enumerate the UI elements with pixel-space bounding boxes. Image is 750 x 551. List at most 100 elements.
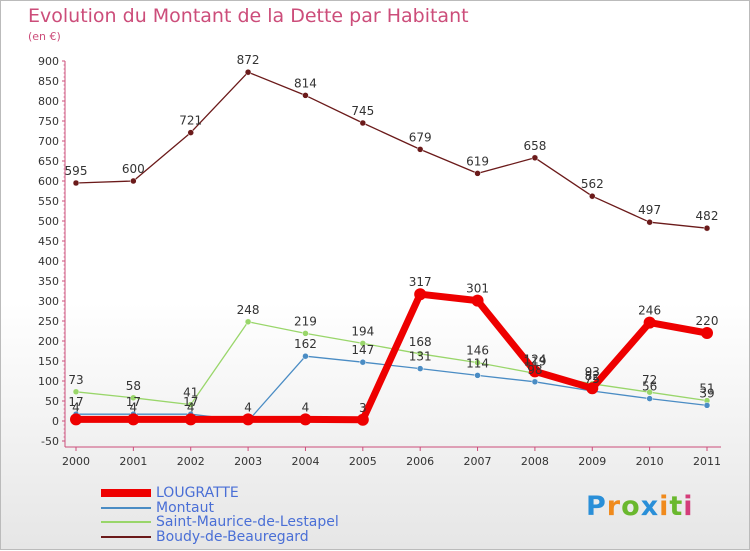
data-point <box>184 413 197 426</box>
data-point <box>130 177 137 185</box>
data-label: 124 <box>523 352 546 366</box>
data-label: 17 <box>68 395 83 409</box>
data-label: 58 <box>126 379 141 393</box>
data-label: 248 <box>237 303 260 317</box>
data-label: 219 <box>294 314 317 328</box>
data-label: 41 <box>183 386 198 400</box>
data-point <box>589 192 596 200</box>
data-point <box>474 372 481 379</box>
data-point <box>643 316 656 329</box>
data-label: 168 <box>409 335 432 349</box>
data-point <box>528 365 541 378</box>
data-point <box>72 179 80 187</box>
data-label: 119 <box>523 354 546 368</box>
series-line <box>75 71 708 229</box>
data-point <box>130 394 137 402</box>
x-tick-label: 2003 <box>234 455 262 468</box>
data-label: 600 <box>122 162 145 176</box>
y-tick-label: 600 <box>38 175 59 188</box>
data-point <box>471 294 484 307</box>
data-point <box>586 382 599 395</box>
legend-swatch <box>101 506 151 509</box>
x-tick-label: 2010 <box>636 455 664 468</box>
data-point <box>646 388 653 396</box>
x-tick-label: 2001 <box>119 455 147 468</box>
data-label: 220 <box>696 314 719 328</box>
data-point <box>299 413 312 426</box>
data-point <box>703 402 711 409</box>
y-tick-label: 50 <box>45 395 59 408</box>
data-label: 658 <box>523 139 546 153</box>
data-label: 17 <box>126 395 141 409</box>
data-point <box>244 68 252 76</box>
data-label: 93 <box>585 365 600 379</box>
y-tick-label: 550 <box>38 195 59 208</box>
legend-swatch <box>101 535 151 538</box>
data-label: 4 <box>72 400 80 414</box>
data-label: 679 <box>409 130 432 144</box>
data-label: 482 <box>696 209 719 223</box>
data-point <box>302 330 309 337</box>
y-tick-label: 900 <box>38 55 59 68</box>
data-label: 56 <box>642 380 657 394</box>
y-tick-label: 800 <box>38 95 59 108</box>
data-label: 4 <box>302 400 310 414</box>
y-tick-label: 500 <box>38 215 59 228</box>
proxiti-logo: Proxiti <box>586 491 694 522</box>
data-label: 814 <box>294 76 317 90</box>
series-line <box>72 290 711 424</box>
data-label: 51 <box>699 382 714 396</box>
data-label: 745 <box>351 104 374 118</box>
chart-title: Evolution du Montant de la Dette par Hab… <box>28 5 469 27</box>
data-point <box>474 170 481 177</box>
data-label: 73 <box>68 373 83 387</box>
y-tick-label: 400 <box>38 255 59 268</box>
data-point <box>646 218 653 226</box>
data-point <box>531 378 539 386</box>
data-label: 146 <box>466 344 489 358</box>
data-point <box>244 318 252 326</box>
data-point <box>703 224 711 232</box>
chart-unit-label: (en €) <box>28 30 61 43</box>
x-tick-label: 2002 <box>177 455 205 468</box>
x-tick-label: 2006 <box>406 455 434 468</box>
data-point <box>416 365 424 372</box>
data-point <box>416 146 424 153</box>
y-tick-label: 650 <box>38 155 59 168</box>
legend-label: Boudy-de-Beauregard <box>156 528 309 545</box>
data-label: 246 <box>638 304 661 318</box>
x-tick-label: 2008 <box>521 455 549 468</box>
data-label: 619 <box>466 154 489 168</box>
data-label: 98 <box>527 363 542 377</box>
legend-label: LOUGRATTE <box>156 485 239 501</box>
data-label: 301 <box>466 282 489 296</box>
data-label: 131 <box>409 350 432 364</box>
x-tick-label: 2007 <box>464 455 492 468</box>
y-tick-label: 350 <box>38 275 59 288</box>
data-point <box>531 154 539 162</box>
data-label: 721 <box>179 114 202 128</box>
data-point <box>359 358 367 366</box>
x-tick-label: 2009 <box>578 455 606 468</box>
data-point <box>187 401 194 408</box>
data-point <box>416 350 424 358</box>
x-tick-label: 2005 <box>349 455 377 468</box>
data-point <box>70 413 82 426</box>
data-point <box>359 119 367 127</box>
data-label: 39 <box>699 386 714 400</box>
y-tick-label: 250 <box>38 315 59 328</box>
data-label: 595 <box>65 164 88 178</box>
y-tick-label: 0 <box>52 415 59 428</box>
x-tick-label: 2004 <box>291 455 319 468</box>
data-label: 82 <box>585 369 600 383</box>
data-point <box>414 288 427 301</box>
data-point <box>701 327 713 339</box>
data-label: 72 <box>642 373 657 387</box>
y-tick-label: 450 <box>38 235 59 248</box>
legend-label: Saint-Maurice-de-Lestapel <box>156 514 339 530</box>
data-label: 194 <box>351 324 374 338</box>
data-point <box>474 359 481 366</box>
data-label: 162 <box>294 337 317 351</box>
